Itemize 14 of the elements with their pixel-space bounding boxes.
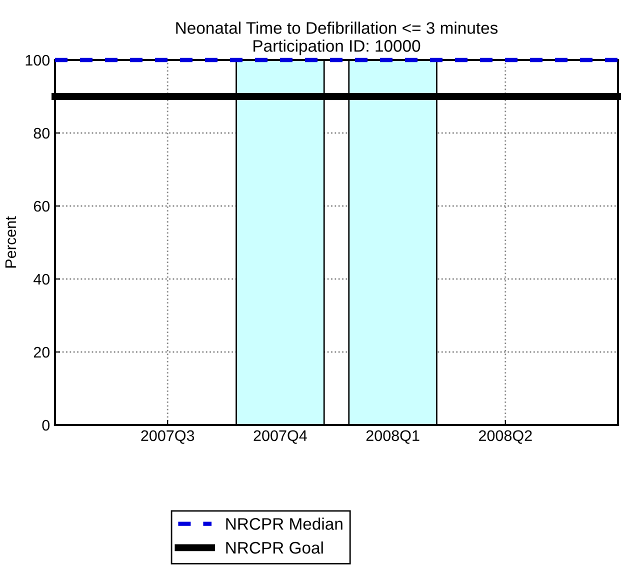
y-axis-title: Percent <box>5 216 16 268</box>
y-tick-label: 80 <box>34 128 50 139</box>
x-tick-label: 2008Q1 <box>366 430 420 444</box>
x-tick-label: 2008Q2 <box>478 430 532 444</box>
chart-title: Neonatal Time to Defibrillation <= 3 minutes Participation ID: 10000 <box>176 22 498 56</box>
legend-label: NRCPR Goal <box>226 541 323 554</box>
x-tick-label: 2007Q3 <box>141 430 194 444</box>
x-tick-label: 2007Q4 <box>254 430 307 444</box>
legend-label: NRCPR Median <box>226 518 342 530</box>
y-tick-label: 60 <box>34 200 50 212</box>
y-tick-label: 20 <box>34 346 50 358</box>
y-tick-label: 0 <box>42 420 50 431</box>
y-tick-label: 40 <box>34 274 50 285</box>
y-tick-label: 100 <box>26 54 50 66</box>
